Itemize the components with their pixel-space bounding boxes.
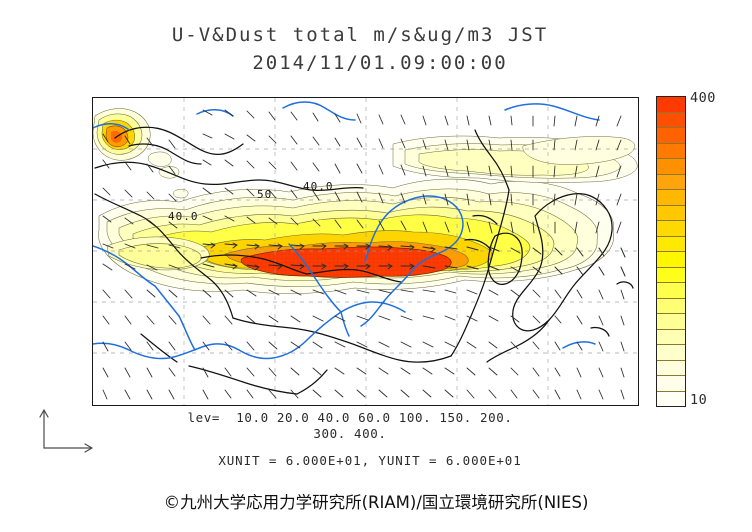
map-plot-area[interactable]: 40.0 40.0 50 (92, 97, 639, 406)
colorbar-segment (657, 190, 685, 206)
wind-vector-field (102, 109, 626, 400)
contour-label: 40.0 (168, 210, 199, 223)
figure-title: U-V&Dust total m/s&ug/m3 JST (171, 24, 549, 46)
contour-levels-line1: lev= 10.0 20.0 40.0 60.0 100. 150. 200. (187, 410, 513, 425)
colorbar-segment (657, 112, 685, 128)
colorbar-segment (657, 314, 685, 330)
colorbar-max-label: 400 (690, 90, 716, 106)
colorbar[interactable] (656, 96, 686, 407)
contour-levels-line2: 300. 400. (313, 426, 387, 441)
map-svg: 40.0 40.0 50 (93, 98, 638, 405)
colorbar-segment (657, 128, 685, 144)
figure-datetime: 2014/11/01.09:00:00 (252, 52, 508, 74)
colorbar-segment (657, 391, 685, 406)
colorbar-segment (657, 174, 685, 190)
colorbar-segment (657, 97, 685, 113)
colorbar-segment (657, 159, 685, 175)
colorbar-segment (657, 329, 685, 345)
colorbar-segment (657, 298, 685, 314)
colorbar-segment (657, 205, 685, 221)
colorbar-segment (657, 252, 685, 268)
wind-vector-key (36, 400, 106, 460)
copyright-notice: ©九州大学応用力学研究所(RIAM)/国立環境研究所(NIES) (163, 493, 589, 512)
contour-label: 40.0 (303, 180, 334, 193)
colorbar-segment (657, 283, 685, 299)
colorbar-min-label: 10 (690, 392, 708, 408)
colorbar-segment (657, 345, 685, 361)
colorbar-segment (657, 143, 685, 159)
axis-units-label: XUNIT = 6.000E+01, YUNIT = 6.000E+01 (218, 453, 522, 468)
colorbar-segment (657, 221, 685, 237)
colorbar-segment (657, 376, 685, 392)
colorbar-segment (657, 267, 685, 283)
colorbar-segment (657, 360, 685, 376)
colorbar-segment (657, 236, 685, 252)
contour-label: 50 (257, 188, 272, 201)
